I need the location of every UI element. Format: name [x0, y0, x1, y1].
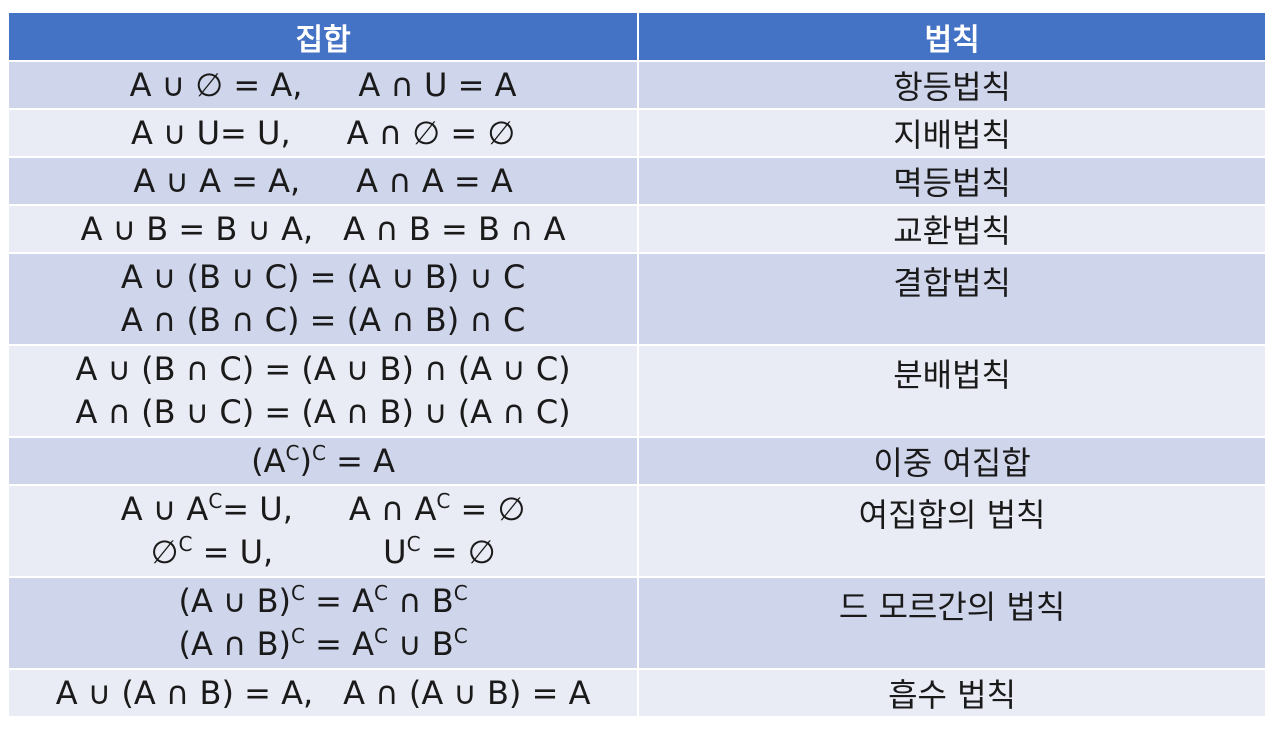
superscript-complement: C [208, 489, 223, 513]
formula-part: (A ∩ B) [178, 625, 292, 663]
set-formula-cell: A ∪ (A ∩ B) = A, A ∩ (A ∪ B) = A [6, 668, 640, 718]
formula-part: = ∅ [450, 490, 526, 528]
formula-part: = ∅ [420, 533, 496, 571]
set-formula-cell: A ∪ A = A, A ∩ A = A [6, 156, 640, 206]
table-row: A ∪ (B ∪ C) = (A ∪ B) ∪ C A ∩ (B ∩ C) = … [6, 252, 1267, 346]
set-formula-cell: A ∪ (B ∪ C) = (A ∪ B) ∪ C A ∩ (B ∩ C) = … [6, 252, 640, 346]
set-formula-cell: (A ∪ B)C = AC ∩ BC (A ∩ B)C = AC ∪ BC [6, 576, 640, 670]
law-name-cell: 드 모르간의 법칙 [637, 576, 1267, 670]
law-name-cell: 여집합의 법칙 [637, 484, 1267, 578]
superscript-complement: C [453, 581, 468, 605]
table-row: A ∪ AC= U, A ∩ AC = ∅ ∅C = U, UC = ∅ 여집합의 … [6, 484, 1267, 578]
formula-line: A ∩ (B ∪ C) = (A ∩ B) ∪ (A ∩ C) [75, 393, 571, 431]
law-name-cell: 흡수 법칙 [637, 668, 1267, 718]
formula-part: = A [305, 582, 375, 620]
set-formula-cell: A ∪ (B ∩ C) = (A ∪ B) ∩ (A ∪ C) A ∩ (B ∪… [6, 344, 640, 438]
formula-part: = A [305, 625, 375, 663]
table-row: A ∪ ∅ = A, A ∩ U = A 항등법칙 [6, 60, 1267, 110]
law-name-cell: 교환법칙 [637, 204, 1267, 254]
table-header-row: 집합 법칙 [6, 11, 1267, 62]
set-formula-cell: (AC)C = A [6, 436, 640, 486]
law-name-cell: 항등법칙 [637, 60, 1267, 110]
law-name-cell: 지배법칙 [637, 108, 1267, 158]
formula-part: A ∩ A [348, 490, 437, 528]
table-row: (A ∪ B)C = AC ∩ BC (A ∩ B)C = AC ∪ BC 드 … [6, 576, 1267, 670]
law-name-cell: 이중 여집합 [637, 436, 1267, 486]
formula-part: A ∪ A [120, 490, 209, 528]
set-formula-cell: A ∪ U= U, A ∩ ∅ = ∅ [6, 108, 640, 158]
table-row: (AC)C = A 이중 여집합 [6, 436, 1267, 486]
formula-part: A ∩ B = B ∩ A [343, 209, 566, 248]
formula-part: A ∪ U= U, [130, 113, 291, 152]
formula-line: (A ∩ B)C = AC ∪ BC [9, 623, 637, 666]
superscript-complement: C [374, 624, 389, 648]
formula-line: A ∪ (A ∩ B) = A, A ∩ (A ∪ B) = A [9, 672, 637, 715]
table-row: A ∪ B = B ∪ A, A ∩ B = B ∩ A 교환법칙 [6, 204, 1267, 254]
superscript-complement: C [374, 581, 389, 605]
formula-part: = U, [222, 490, 293, 528]
table-row: A ∪ (B ∩ C) = (A ∪ B) ∩ (A ∪ C) A ∩ (B ∪… [6, 344, 1267, 438]
formula-line: ∅C = U, UC = ∅ [9, 531, 637, 574]
formula-line: A ∪ B = B ∪ A, A ∩ B = B ∩ A [9, 208, 637, 251]
formula-part: A ∪ A = A, [133, 161, 301, 200]
formula-part: A ∩ A = A [356, 161, 513, 200]
set-formula-cell: A ∪ B = B ∪ A, A ∩ B = B ∩ A [6, 204, 640, 254]
formula-part: A ∪ ∅ = A, [129, 65, 303, 104]
formula-line: (A ∪ B)C = AC ∩ BC [9, 580, 637, 623]
formula-line: A ∪ A = A, A ∩ A = A [9, 160, 637, 203]
formula-part: (A [251, 441, 286, 480]
superscript-complement: C [453, 624, 468, 648]
column-header-set: 집합 [6, 11, 640, 62]
formula-part: = A [325, 441, 395, 480]
superscript-complement: C [291, 624, 305, 648]
formula-part: (A ∪ B) [178, 582, 292, 620]
formula-line: (AC)C = A [9, 440, 637, 483]
law-name-cell: 결합법칙 [637, 252, 1267, 346]
law-name-cell: 분배법칙 [637, 344, 1267, 438]
formula-part: A ∪ (A ∩ B) = A, [55, 673, 314, 712]
superscript-complement: C [285, 440, 300, 465]
formula-line: A ∪ U= U, A ∩ ∅ = ∅ [9, 112, 637, 155]
superscript-complement: C [178, 532, 193, 556]
table-row: A ∪ A = A, A ∩ A = A 멱등법칙 [6, 156, 1267, 206]
formula-part: A ∩ ∅ = ∅ [346, 113, 516, 152]
formula-part: A ∩ (A ∪ B) = A [343, 673, 591, 712]
formula-part: ∩ B [388, 582, 454, 620]
formula-part: U [383, 533, 407, 571]
set-formula-cell: A ∪ AC= U, A ∩ AC = ∅ ∅C = U, UC = ∅ [6, 484, 640, 578]
formula-part: A ∩ U = A [358, 65, 517, 104]
superscript-complement: C [436, 489, 451, 513]
superscript-complement: C [406, 532, 421, 556]
table-row: A ∪ U= U, A ∩ ∅ = ∅ 지배법칙 [6, 108, 1267, 158]
formula-part: ∪ B [388, 625, 454, 663]
column-header-law: 법칙 [637, 11, 1267, 62]
formula-line: A ∪ (B ∪ C) = (A ∪ B) ∪ C [120, 258, 526, 296]
table-row: A ∪ (A ∩ B) = A, A ∩ (A ∪ B) = A 흡수 법칙 [6, 668, 1267, 718]
formula-line: A ∪ ∅ = A, A ∩ U = A [9, 64, 637, 107]
law-name-cell: 멱등법칙 [637, 156, 1267, 206]
set-laws-table: 집합 법칙 A ∪ ∅ = A, A ∩ U = A 항등법칙 A ∪ U= U,… [6, 11, 1267, 718]
formula-line: A ∪ (B ∩ C) = (A ∪ B) ∩ (A ∪ C) [75, 350, 571, 388]
superscript-complement: C [311, 440, 326, 465]
formula-line: A ∩ (B ∩ C) = (A ∩ B) ∩ C [120, 301, 526, 339]
formula-part: A ∪ B = B ∪ A, [80, 209, 314, 248]
superscript-complement: C [291, 581, 305, 605]
formula-part: ∅ [150, 533, 179, 571]
formula-line: A ∪ AC= U, A ∩ AC = ∅ [9, 488, 637, 531]
formula-part: ) [299, 441, 312, 480]
formula-part: = U, [192, 533, 274, 571]
set-formula-cell: A ∪ ∅ = A, A ∩ U = A [6, 60, 640, 110]
